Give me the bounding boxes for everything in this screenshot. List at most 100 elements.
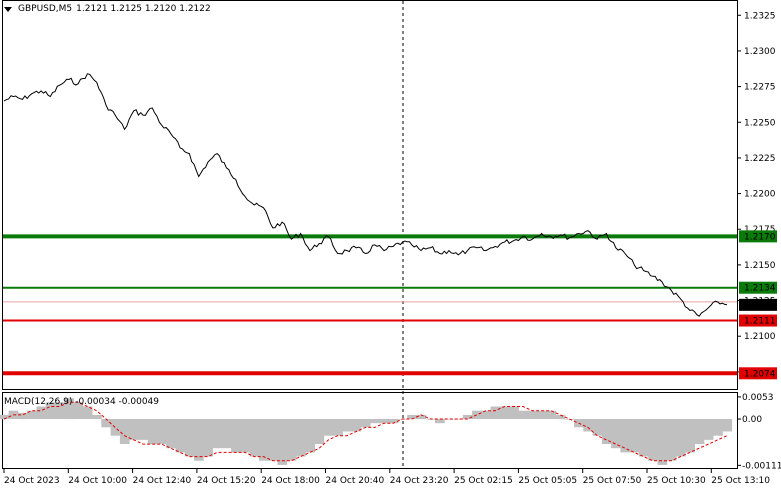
macd-bar bbox=[64, 398, 74, 420]
macd-bar bbox=[499, 406, 510, 419]
macd-bar bbox=[184, 419, 195, 457]
macd-tick-label: 0.0053 bbox=[742, 393, 774, 403]
macd-bar bbox=[351, 419, 362, 432]
macd-bar bbox=[156, 419, 167, 444]
time-tick-label: 24 Oct 18:00 bbox=[261, 476, 320, 486]
macd-bar bbox=[666, 419, 677, 461]
macd-bar bbox=[147, 419, 158, 444]
macd-bar bbox=[129, 419, 139, 440]
macd-bar bbox=[45, 402, 56, 419]
time-tick-label: 25 Oct 13:10 bbox=[711, 476, 770, 486]
macd-bar bbox=[583, 419, 593, 432]
macd-bar bbox=[240, 419, 251, 453]
macd-bar bbox=[82, 406, 93, 419]
macd-bar bbox=[462, 414, 473, 420]
time-tick-label: 25 Oct 05:05 bbox=[518, 476, 577, 486]
macd-bar bbox=[416, 414, 427, 420]
price-tick-label: 1.2300 bbox=[744, 47, 776, 57]
macd-bar bbox=[611, 419, 621, 449]
price-tick-label: 1.2225 bbox=[744, 154, 776, 164]
macd-bar bbox=[537, 410, 547, 419]
macd-bar bbox=[657, 419, 668, 465]
time-tick-label: 24 Oct 12:40 bbox=[133, 476, 192, 486]
price-tick-label: 1.2250 bbox=[744, 118, 776, 128]
macd-bar bbox=[694, 419, 705, 444]
chart-header: GBPUSD,M5 1.2121 1.2125 1.2120 1.2122 bbox=[4, 4, 211, 14]
macd-bar bbox=[342, 419, 352, 432]
macd-signal-line bbox=[3, 401, 728, 462]
macd-bar bbox=[435, 419, 445, 424]
time-tick-label: 24 Oct 23:20 bbox=[390, 476, 449, 486]
macd-bar bbox=[703, 419, 714, 440]
macd-bar bbox=[379, 419, 390, 424]
macd-bar bbox=[286, 419, 297, 461]
main-pane-border bbox=[2, 0, 738, 390]
macd-title: MACD(12,26,9) -0.00034 -0.00049 bbox=[4, 397, 160, 407]
macd-bar bbox=[314, 419, 325, 444]
macd-bar bbox=[333, 419, 343, 436]
ohlc-values: 1.2121 1.2125 1.2120 1.2122 bbox=[76, 4, 211, 14]
macd-bar bbox=[27, 410, 37, 419]
macd-bar bbox=[221, 419, 232, 449]
macd-bar bbox=[92, 414, 102, 420]
macd-bar bbox=[110, 419, 121, 436]
level-label: 1.2170 bbox=[744, 232, 776, 242]
macd-bar bbox=[212, 419, 223, 449]
current-price-label: 1.2122 bbox=[744, 301, 776, 311]
macd-bar bbox=[629, 419, 640, 453]
price-tick-label: 1.2100 bbox=[744, 332, 776, 342]
macd-bar bbox=[249, 419, 260, 457]
macd-bar bbox=[713, 419, 723, 436]
macd-tick-label: -0.00111 bbox=[742, 461, 781, 471]
price-tick-label: 1.2175 bbox=[744, 225, 776, 235]
macd-bar bbox=[481, 410, 492, 419]
time-tick-label: 24 Oct 20:40 bbox=[326, 476, 385, 486]
time-tick-label: 25 Oct 07:50 bbox=[583, 476, 642, 486]
price-series bbox=[3, 73, 728, 317]
current-price-box bbox=[739, 298, 777, 311]
level-label: 1.2111 bbox=[744, 317, 776, 327]
macd-bar bbox=[676, 419, 686, 457]
macd-bar bbox=[472, 410, 482, 419]
macd-bar bbox=[36, 406, 47, 419]
macd-bar bbox=[101, 419, 111, 428]
time-tick-label: 24 Oct 2023 bbox=[4, 476, 60, 486]
macd-bar bbox=[231, 419, 241, 453]
macd-bar bbox=[17, 412, 28, 420]
level-label: 1.2134 bbox=[744, 284, 776, 294]
dropdown-triangle-icon[interactable] bbox=[4, 6, 12, 12]
macd-bar bbox=[407, 414, 417, 420]
macd-bar bbox=[453, 419, 464, 420]
macd-bar bbox=[601, 419, 612, 444]
macd-axis: 0.0053 0.00 -0.00111 bbox=[737, 393, 781, 471]
macd-bar bbox=[55, 402, 65, 419]
horizontal-levels[interactable] bbox=[3, 234, 737, 376]
macd-bar bbox=[388, 419, 399, 424]
macd-bar bbox=[360, 419, 371, 428]
time-tick-label: 25 Oct 02:15 bbox=[454, 476, 513, 486]
macd-bar bbox=[166, 419, 176, 449]
macd-bar bbox=[73, 402, 84, 419]
macd-bar bbox=[648, 419, 658, 461]
macd-bar bbox=[685, 419, 695, 453]
price-line bbox=[3, 73, 728, 317]
macd-bar bbox=[490, 406, 501, 419]
macd-bar bbox=[277, 419, 288, 465]
macd-bar bbox=[305, 419, 315, 453]
macd-tick-label: 0.00 bbox=[742, 415, 762, 425]
price-tick-label: 1.2275 bbox=[744, 83, 776, 93]
price-tick-label: 1.2150 bbox=[744, 261, 776, 271]
macd-bar bbox=[268, 419, 278, 461]
level-label: 1.2074 bbox=[744, 369, 776, 379]
level-price-labels: 1.2170 1.2134 1.2111 1.2074 1.2122 bbox=[739, 230, 777, 380]
macd-bar bbox=[509, 406, 519, 419]
macd-bar bbox=[0, 414, 10, 420]
time-tick-label: 25 Oct 10:30 bbox=[647, 476, 706, 486]
macd-bar bbox=[138, 419, 149, 440]
macd-bar bbox=[722, 419, 733, 432]
macd-bar bbox=[527, 410, 538, 419]
macd-bar bbox=[546, 410, 556, 419]
macd-bar bbox=[296, 419, 306, 457]
